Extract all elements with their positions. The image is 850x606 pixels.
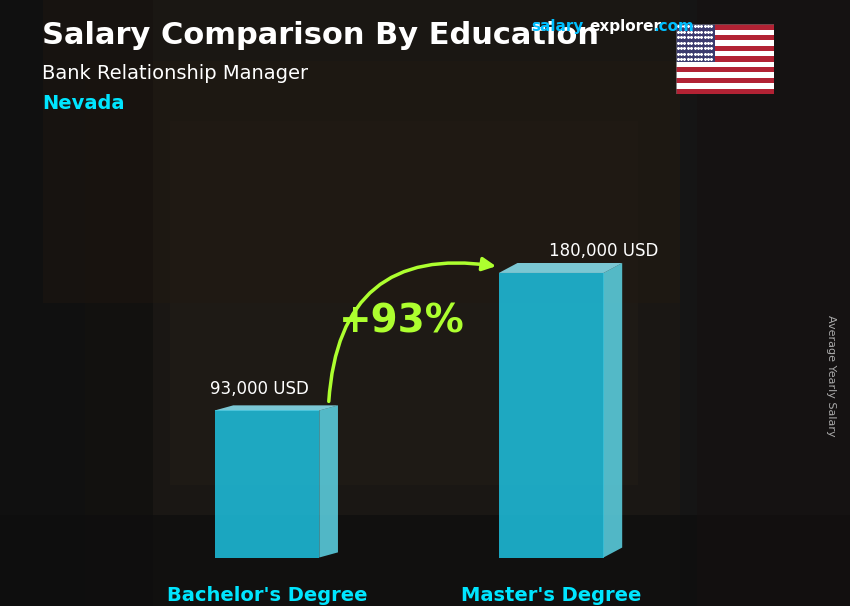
Bar	[42, 0, 680, 303]
Text: explorer: explorer	[589, 19, 661, 35]
Bar	[676, 56, 774, 62]
Text: Average Yearly Salary: Average Yearly Salary	[826, 315, 836, 436]
Bar	[697, 0, 850, 606]
Bar	[0, 0, 153, 606]
Bar	[676, 88, 774, 94]
Bar	[676, 51, 774, 56]
Bar	[676, 35, 774, 41]
Text: Master's Degree: Master's Degree	[461, 586, 642, 605]
Bar	[676, 45, 774, 51]
Text: Bachelor's Degree: Bachelor's Degree	[167, 586, 367, 605]
Text: Bank Relationship Manager: Bank Relationship Manager	[42, 64, 309, 82]
Polygon shape	[499, 263, 622, 273]
Text: Nevada: Nevada	[42, 94, 125, 113]
Bar	[676, 67, 774, 73]
Bar	[676, 73, 774, 78]
Polygon shape	[214, 405, 338, 410]
Text: Salary Comparison By Education: Salary Comparison By Education	[42, 21, 599, 50]
Bar	[676, 41, 774, 45]
Polygon shape	[604, 263, 622, 558]
Bar	[676, 24, 774, 30]
Bar	[85, 61, 680, 606]
Text: salary: salary	[531, 19, 584, 35]
Bar	[676, 30, 774, 35]
Bar	[214, 410, 320, 558]
Polygon shape	[320, 405, 338, 558]
Text: .com: .com	[654, 19, 694, 35]
Bar	[676, 83, 774, 88]
Bar	[676, 24, 715, 62]
Bar	[170, 121, 638, 485]
Text: 180,000 USD: 180,000 USD	[549, 242, 658, 261]
Bar	[676, 62, 774, 67]
Bar	[0, 515, 850, 606]
Text: +93%: +93%	[338, 303, 464, 341]
Text: 93,000 USD: 93,000 USD	[210, 380, 309, 398]
Bar	[676, 78, 774, 83]
Bar	[499, 273, 604, 558]
